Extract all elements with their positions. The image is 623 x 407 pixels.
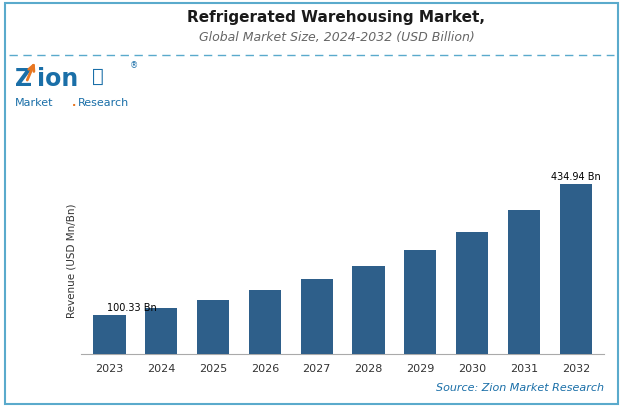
Bar — [249, 290, 281, 354]
Text: .: . — [72, 98, 75, 108]
Bar — [456, 232, 488, 354]
Text: CAGR : 17.70%: CAGR : 17.70% — [63, 379, 174, 392]
Bar — [145, 308, 178, 354]
Bar — [508, 210, 540, 354]
Text: Source: Zion Market Research: Source: Zion Market Research — [436, 383, 604, 393]
Text: Z: Z — [15, 67, 32, 91]
Bar — [197, 300, 229, 354]
Text: Refrigerated Warehousing Market,: Refrigerated Warehousing Market, — [188, 10, 485, 25]
Bar — [404, 250, 437, 354]
Text: Market: Market — [15, 98, 54, 108]
Text: Research: Research — [78, 98, 130, 108]
Text: Global Market Size, 2024-2032 (USD Billion): Global Market Size, 2024-2032 (USD Billi… — [199, 31, 474, 44]
Text: ®: ® — [130, 61, 138, 70]
Bar — [93, 315, 126, 354]
Text: Ⓡ: Ⓡ — [92, 67, 103, 86]
Text: 100.33 Bn: 100.33 Bn — [107, 303, 156, 313]
Text: ion: ion — [37, 67, 78, 91]
Bar — [301, 279, 333, 354]
Y-axis label: Revenue (USD Mn/Bn): Revenue (USD Mn/Bn) — [67, 203, 77, 318]
Text: 434.94 Bn: 434.94 Bn — [551, 172, 601, 182]
Bar — [353, 266, 384, 354]
Bar — [559, 184, 592, 354]
